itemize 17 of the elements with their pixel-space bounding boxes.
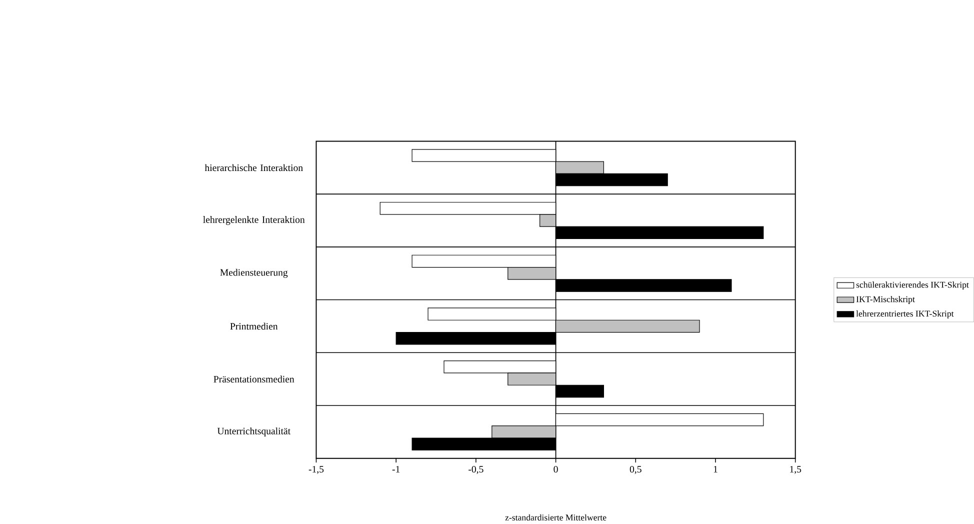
x-tick-label: -1	[392, 466, 400, 473]
x-tick-label: 1	[714, 466, 718, 473]
y-tick-label: Printmedien	[230, 322, 278, 330]
x-tick-label: 0	[554, 466, 558, 473]
y-tick-label: hierarchische Interaktion	[204, 164, 303, 172]
y-tick-label: Mediensteuerung	[220, 269, 288, 278]
legend-label: schüleraktivierendes IKT-Skript	[856, 282, 969, 290]
legend-label: IKT-Mischskript	[856, 296, 915, 304]
legend-label: lehrerzentriertes IKT-Skript	[856, 310, 954, 319]
y-tick-label: Unterrichtsqualität	[217, 428, 290, 436]
x-tick-label: 1,5	[790, 466, 802, 474]
y-tick-label: lehrergelenkte Interaktion	[203, 216, 305, 226]
x-tick-label: 0,5	[630, 466, 642, 474]
x-axis-title: z-standardisierte Mittelwerte	[505, 514, 606, 521]
x-tick-label: -0,5	[468, 466, 484, 474]
x-tick-label: -1,5	[308, 466, 324, 474]
y-tick-label: Präsentationsmedien	[214, 376, 294, 383]
